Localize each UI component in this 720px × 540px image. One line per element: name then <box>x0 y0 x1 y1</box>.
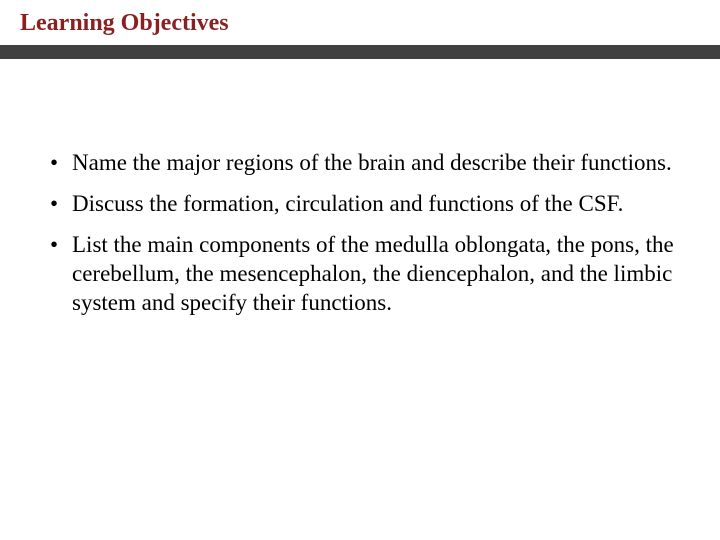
list-item: List the main components of the medulla … <box>50 231 685 318</box>
title-underline <box>0 45 720 59</box>
slide-title: Learning Objectives <box>20 10 700 37</box>
slide-content: Name the major regions of the brain and … <box>0 59 720 318</box>
list-item: Name the major regions of the brain and … <box>50 149 685 178</box>
list-item: Discuss the formation, circulation and f… <box>50 190 685 219</box>
slide-header: Learning Objectives <box>0 0 720 45</box>
objectives-list: Name the major regions of the brain and … <box>50 149 685 318</box>
